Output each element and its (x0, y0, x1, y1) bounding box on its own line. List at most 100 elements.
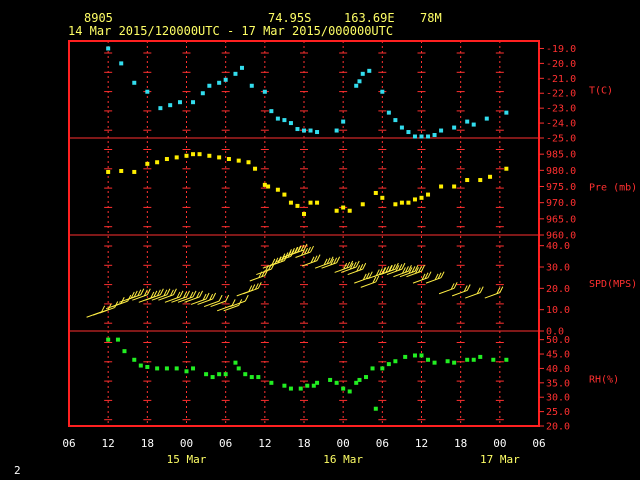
humidity-point (426, 357, 431, 362)
x-tick-label: 06 (532, 437, 545, 450)
wind-barb (341, 260, 360, 273)
pressure-point (226, 157, 231, 162)
grid-layer (69, 41, 539, 426)
pressure-point (308, 200, 313, 205)
temperature-point (393, 118, 398, 123)
wind-tick-label: 40.0 (546, 241, 570, 252)
temperature-tick-label: -25.0 (546, 134, 576, 145)
wind-barb (301, 254, 321, 267)
temperature-point (145, 89, 150, 94)
wind-barb (321, 256, 341, 269)
x-date-label: 16 Mar (323, 453, 363, 466)
humidity-point (132, 357, 137, 362)
wind-tick-label: 10.0 (546, 305, 570, 316)
humidity-point (210, 375, 215, 380)
temperature-tick-label: -19.0 (546, 44, 576, 55)
temperature-point (239, 65, 244, 70)
wind-barb (451, 284, 471, 297)
temperature-point (504, 110, 509, 115)
humidity-point (223, 372, 228, 377)
temperature-point (302, 128, 306, 133)
x-date-label: 15 Mar (167, 453, 207, 466)
temperature-point (200, 91, 205, 96)
station-longitude: 163.69E (344, 11, 395, 25)
x-tick-label: 12 (415, 437, 428, 450)
pressure-tick-label: 980.0 (546, 166, 576, 177)
temperature-point (132, 80, 137, 85)
pressure-point (315, 200, 320, 205)
x-tick-label: 00 (493, 437, 506, 450)
wind-barb (425, 271, 445, 284)
pressure-point (191, 152, 196, 157)
pressure-point (288, 200, 293, 205)
wind-tick-label: 0.0 (546, 327, 564, 338)
pressure-point (253, 166, 258, 171)
wind-barb (171, 290, 190, 303)
temperature-point (465, 119, 470, 124)
pressure-point (478, 178, 483, 183)
humidity-point (122, 349, 127, 354)
temperature-point (484, 116, 489, 121)
humidity-point (432, 360, 437, 365)
pressure-point (119, 168, 124, 173)
humidity-point (155, 366, 160, 371)
wind-barb (99, 301, 119, 314)
pressure-point (406, 200, 411, 205)
pressure-point (504, 166, 509, 171)
wind-barb (406, 265, 425, 278)
humidity-axis-label: RH(%) (589, 375, 619, 386)
humidity-point (243, 372, 248, 377)
wind-tick-label: 20.0 (546, 284, 570, 295)
humidity-point (445, 359, 450, 364)
pressure-point (106, 169, 111, 174)
pressure-tick-label: 985.0 (546, 150, 576, 161)
temperature-point (315, 130, 320, 135)
pressure-tick-label: 965.0 (546, 214, 576, 225)
wind-barb (354, 271, 373, 284)
wind-barb (190, 292, 210, 305)
temperature-point (223, 77, 228, 82)
temperature-tick-label: -22.0 (546, 89, 576, 100)
wind-barb (393, 265, 412, 278)
pressure-point (347, 208, 352, 213)
temperature-point (399, 125, 404, 130)
wind-barb (386, 262, 406, 276)
pressure-axis-label: Pre (mb) (589, 183, 637, 194)
humidity-point (138, 363, 143, 368)
pressure-point (155, 160, 160, 165)
wind-barb (484, 286, 504, 299)
humidity-point (393, 359, 398, 364)
wind-barb (399, 265, 419, 278)
humidity-point (491, 357, 496, 362)
temperature-tick-label: -20.0 (546, 59, 576, 70)
temperature-point (308, 128, 313, 133)
humidity-point (184, 369, 189, 374)
humidity-point (364, 375, 369, 380)
x-tick-label: 00 (337, 437, 350, 450)
humidity-tick-label: 50.0 (546, 335, 570, 346)
humidity-point (233, 360, 238, 365)
humidity-point (249, 375, 254, 380)
wind-barb (438, 282, 458, 295)
temperature-point (119, 61, 124, 66)
wind-barb (125, 288, 145, 301)
temperature-point (177, 100, 182, 105)
x-tick-label: 06 (376, 437, 389, 450)
humidity-point (334, 380, 339, 385)
pressure-tick-label: 970.0 (546, 198, 576, 209)
x-tick-label: 06 (62, 437, 75, 450)
pressure-point (465, 178, 470, 183)
plot-frame (68, 40, 540, 427)
pressure-point (426, 192, 431, 197)
humidity-point (380, 366, 385, 371)
humidity-point (419, 353, 424, 358)
temperature-point (191, 100, 196, 105)
x-tick-label: 18 (297, 437, 310, 450)
humidity-point (347, 389, 352, 394)
wind-barb (132, 288, 151, 301)
temperature-point (168, 103, 173, 108)
page-number: 2 (14, 464, 21, 477)
pressure-point (399, 200, 404, 205)
x-tick-label: 06 (219, 437, 232, 450)
